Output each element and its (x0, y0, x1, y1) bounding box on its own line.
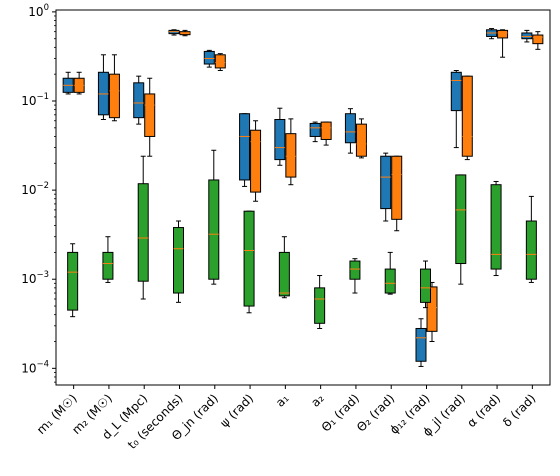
box-body (108, 73, 120, 119)
box-body (173, 227, 184, 294)
box-body (314, 287, 326, 324)
box-body (415, 327, 427, 362)
box-body (208, 179, 220, 280)
box-body (133, 82, 145, 119)
orange-box-6 (285, 118, 297, 186)
green-box-9 (384, 251, 396, 295)
box-body (285, 133, 297, 178)
y-tick-label: 10−4 (21, 359, 49, 375)
blue-box-11 (450, 69, 462, 149)
green-box-11 (455, 174, 467, 285)
green-box-6 (278, 236, 290, 299)
box-body (349, 260, 361, 280)
box-body (278, 251, 290, 297)
box-body (144, 93, 156, 137)
box-body (203, 50, 215, 65)
blue-box-1 (97, 54, 109, 120)
box-body (309, 122, 321, 137)
box-body (243, 210, 255, 307)
orange-box-5 (250, 120, 262, 202)
box-body (380, 155, 392, 210)
box-body (384, 268, 396, 294)
box-series-group (62, 28, 544, 367)
green-box-4 (208, 149, 220, 285)
box-body (250, 129, 262, 193)
box-body (274, 118, 286, 161)
box-body (497, 29, 509, 39)
box-body (521, 32, 533, 40)
orange-box-1 (108, 54, 120, 122)
box-body (67, 251, 79, 311)
axes-frame (55, 9, 551, 386)
orange-box-0 (73, 71, 85, 95)
green-box-3 (173, 220, 184, 303)
y-axis: 10−4 10−3 10−2 10−1 100 (21, 3, 56, 383)
box-body (344, 113, 356, 144)
green-box-8 (349, 258, 361, 294)
box-body (102, 251, 114, 280)
box-body (355, 123, 367, 157)
orange-box-9 (391, 155, 403, 232)
orange-box-11 (461, 75, 473, 161)
box-body (239, 113, 251, 181)
y-tick-label: 10−2 (21, 181, 49, 197)
box-body (426, 286, 438, 332)
green-box-10 (420, 260, 431, 309)
y-tick-label: 100 (28, 3, 49, 19)
orange-box-8 (355, 118, 367, 159)
green-box-5 (243, 210, 255, 314)
blue-box-4 (203, 49, 215, 68)
orange-box-2 (144, 77, 156, 157)
orange-box-13 (532, 31, 544, 50)
box-body (137, 183, 149, 282)
green-box-1 (102, 236, 114, 283)
y-tick-label: 10−1 (21, 92, 49, 108)
orange-box-4 (214, 53, 226, 71)
y-tick-label: 10−3 (21, 270, 49, 286)
box-body (525, 220, 537, 280)
green-box-0 (67, 243, 79, 318)
blue-box-13 (521, 29, 533, 43)
box-body (532, 34, 544, 45)
blue-box-9 (380, 152, 392, 222)
blue-box-3 (168, 29, 180, 36)
green-box-7 (314, 275, 326, 329)
box-body (320, 121, 332, 140)
blue-box-8 (344, 108, 356, 154)
blue-box-10 (415, 318, 427, 367)
green-box-13 (525, 195, 537, 283)
blue-box-2 (133, 75, 145, 125)
box-body (214, 54, 226, 69)
box-body (420, 268, 431, 303)
green-box-12 (490, 180, 502, 277)
green-box-2 (137, 155, 149, 300)
blue-box-6 (274, 107, 286, 166)
box-body (450, 71, 462, 112)
box-body (490, 184, 502, 270)
blue-box-5 (239, 113, 251, 187)
blue-box-0 (62, 71, 74, 95)
box-body (391, 155, 403, 220)
blue-box-12 (486, 28, 498, 40)
orange-box-7 (320, 121, 332, 146)
box-body (455, 174, 467, 265)
box-body (461, 75, 473, 157)
blue-box-7 (309, 121, 321, 143)
orange-box-12 (497, 29, 509, 58)
orange-box-3 (179, 29, 191, 37)
